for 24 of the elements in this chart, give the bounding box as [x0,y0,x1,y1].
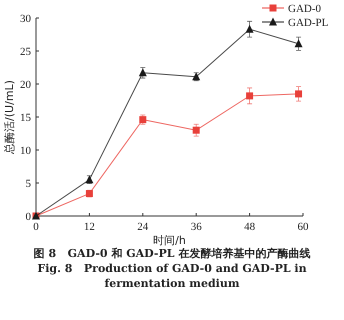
y-tick-label: 20 [20,79,32,91]
point [246,24,254,33]
point [246,92,254,100]
legend-label: GAD-PL [288,17,329,29]
point [192,126,200,134]
text: Fig. 8 Production of GAD-0 and GAD-PL in fermentation medium [36,261,308,291]
x-tick-label: 0 [33,221,40,233]
x-tick-label: 12 [84,221,95,233]
x-tick-label: 36 [190,221,202,233]
y-axis-title: 总酶活/(U/mL) [3,80,16,155]
y-tick-label: 10 [20,145,32,157]
y-tick-label: 0 [26,211,32,223]
y-tick-label: 30 [20,13,32,25]
x-axis-title: 时间/h [153,234,186,247]
point [294,39,303,48]
y-tick-label: 25 [20,46,32,58]
x-tick-label: 48 [244,221,256,233]
point [295,90,302,98]
x-tick-label: 60 [298,221,309,233]
legend-label: GAD-0 [288,3,322,15]
y-tick-label: 5 [26,178,32,190]
y-tick-label: 15 [20,112,32,124]
text: 图 8 GAD-0 和 GAD-PL 在发酵培养基中的产酶曲线 [32,246,312,261]
x-tick-label: 24 [137,221,149,233]
